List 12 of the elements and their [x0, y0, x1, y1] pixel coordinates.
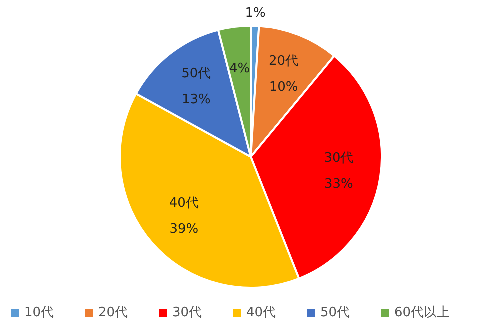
legend-label: 50代 — [320, 306, 350, 321]
legend-label: 40代 — [246, 306, 276, 321]
data-label: 20代 10% — [269, 54, 299, 95]
data-label: 4% — [230, 61, 250, 76]
data-label: 50代 13% — [182, 66, 212, 108]
legend-label: 20代 — [98, 306, 128, 321]
data-label: 30代 33% — [324, 150, 354, 192]
legend-label: 10代 — [24, 306, 54, 321]
legend-label: 30代 — [172, 306, 202, 321]
data-label: 1% — [245, 6, 266, 21]
legend-label: 60代以上 — [394, 306, 450, 321]
data-label: 40代 39% — [169, 195, 199, 236]
